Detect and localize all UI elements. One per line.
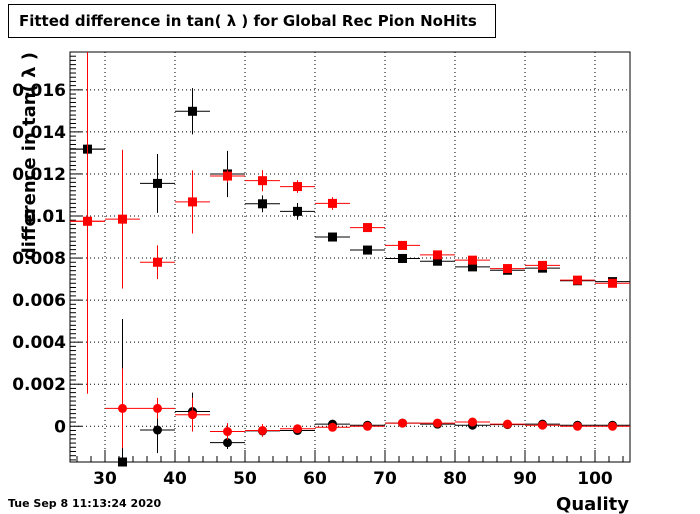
series-3 (70, 52, 630, 449)
x-tick-label: 40 (163, 469, 187, 489)
data-point-square (433, 250, 442, 260)
data-point-circle (293, 424, 302, 434)
data-point-circle (153, 403, 162, 413)
data-point-circle (153, 425, 162, 435)
data-point-square (293, 206, 302, 216)
data-point-square (328, 232, 337, 242)
data-point-square (433, 256, 442, 266)
data-point-circle (468, 417, 477, 427)
data-point-square (503, 264, 512, 274)
y-axis-label: difference in tan( λ ) (19, 52, 40, 260)
data-point-circle (538, 420, 547, 430)
data-point-square (328, 198, 337, 208)
data-point-square (363, 245, 372, 255)
plot-frame (69, 51, 631, 463)
data-point-square (188, 106, 197, 116)
data-point-square (363, 223, 372, 233)
data-point-circle (223, 438, 232, 448)
data-point-square (258, 199, 267, 209)
data-point-circle (223, 427, 232, 437)
y-tick-label: 0.004 (12, 333, 66, 353)
data-point-square (118, 214, 127, 224)
y-tick-label: 0.012 (12, 165, 66, 185)
data-point-circle (83, 216, 92, 226)
y-tick-label: 0.008 (12, 249, 66, 269)
data-point-square (153, 257, 162, 267)
x-tick-label: 90 (513, 469, 537, 489)
data-point-square (258, 176, 267, 186)
y-tick-label: 0.014 (12, 123, 66, 143)
data-point-circle (608, 421, 617, 431)
y-tick-label: 0.006 (12, 291, 66, 311)
axes: 30 40 50 60 70 80 90 100 0 0.002 0.004 0.006 0.008 0.… (12, 51, 631, 489)
x-tick-label: 70 (373, 469, 397, 489)
data-series (70, 52, 630, 467)
data-point-circle (328, 422, 337, 432)
data-point-circle (363, 421, 372, 431)
data-point-circle (118, 403, 127, 413)
x-tick-label: 80 (443, 469, 467, 489)
grid-lines (70, 52, 630, 462)
data-point-square (468, 255, 477, 265)
data-point-circle (573, 421, 582, 431)
data-point-square (538, 260, 547, 270)
data-point-circle (118, 457, 127, 467)
data-point-circle (503, 419, 512, 429)
data-point-square (293, 182, 302, 192)
timestamp: Tue Sep 8 11:13:24 2020 (8, 497, 162, 510)
axis-labels: Quality difference in tan( λ ) (19, 52, 629, 514)
x-tick-label: 60 (303, 469, 327, 489)
data-point-square (398, 240, 407, 250)
data-point-square (573, 275, 582, 285)
y-tick-label: 0.016 (12, 81, 66, 101)
y-tick-label: 0.002 (12, 375, 66, 395)
data-point-circle (188, 410, 197, 420)
data-point-circle (433, 418, 442, 428)
x-tick-label: 100 (577, 469, 613, 489)
data-point-square (608, 278, 617, 288)
data-point-circle (258, 425, 267, 435)
data-point-square (223, 171, 232, 181)
data-point-circle (398, 418, 407, 428)
data-point-square (468, 262, 477, 272)
data-point-square (153, 178, 162, 188)
x-tick-label: 50 (233, 469, 257, 489)
y-tick-label: 0 (54, 417, 66, 437)
x-tick-label: 30 (93, 469, 117, 489)
data-point-square (188, 197, 197, 207)
chart-title: Fitted difference in tan( λ ) for Global… (8, 4, 496, 38)
x-axis-label: Quality (556, 494, 629, 514)
data-point-square (398, 253, 407, 263)
y-tick-label: 0.01 (24, 207, 66, 227)
